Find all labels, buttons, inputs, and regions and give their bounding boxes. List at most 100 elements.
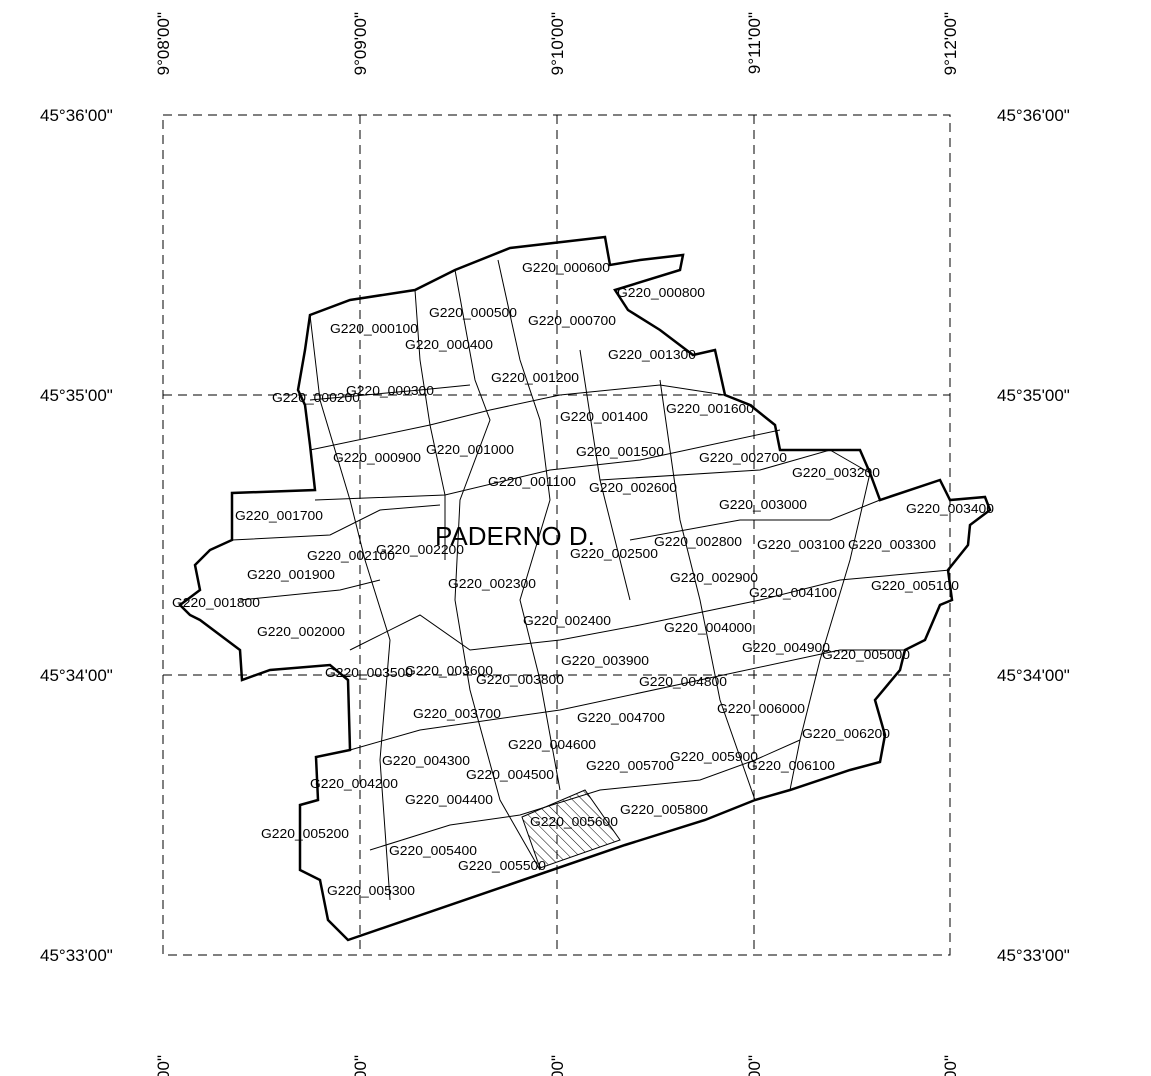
boundary [349,569,951,651]
boundary [349,649,905,751]
zone-label: G220_005700 [586,759,674,773]
longitude-label: 9°08'00" [154,1055,173,1076]
zone-boundaries [231,259,951,901]
zone-label: G220_004400 [405,793,493,807]
longitude-label: 9°11'00" [745,1055,764,1076]
zone-label: G220_004800 [639,675,727,689]
zone-label: G220_002500 [570,547,658,561]
longitude-label: 9°10'00" [548,1055,567,1076]
zone-label: G220_003400 [906,502,994,516]
zone-label: G220_000100 [330,322,418,336]
zone-label: G220_000800 [617,286,705,300]
zone-label: G220_003800 [476,673,564,687]
boundary [454,269,541,871]
zone-label: G220_004200 [310,777,398,791]
longitude-label: 9°08'00" [154,12,173,75]
zone-label: G220_001800 [172,596,260,610]
zone-label: G220_001900 [247,568,335,582]
zone-label: G220_003000 [719,498,807,512]
zone-label: G220_004700 [577,711,665,725]
zone-label: G220_005300 [327,884,415,898]
zone-label: G220_000600 [522,261,610,275]
zone-label: G220_004600 [508,738,596,752]
zone-label: G220_001600 [666,402,754,416]
zone-label: G220_006100 [747,759,835,773]
zone-label: G220_005100 [871,579,959,593]
boundary [309,314,391,901]
zone-label: G220_001100 [488,475,576,489]
boundary [599,449,871,481]
boundary [309,384,726,451]
zone-label: G220_001200 [491,371,579,385]
zone-label: G220_005500 [458,859,546,873]
zone-label: G220_002100 [307,549,395,563]
zone-label: G220_003300 [848,538,936,552]
zone-label: G220_002800 [654,535,742,549]
zone-label: G220_005000 [822,648,910,662]
longitude-label: 9°12'00" [941,12,960,75]
boundary [314,429,781,501]
zone-label: G220_002400 [523,614,611,628]
longitude-label: 9°10'00" [548,12,567,75]
grid [162,114,951,956]
zone-label: G220_002900 [670,571,758,585]
zone-label: G220_001500 [576,445,664,459]
zone-label: G220_004000 [664,621,752,635]
latitude-label: 45°36'00" [40,106,113,125]
boundary [579,349,631,601]
latitude-label: 45°34'00" [997,666,1070,685]
boundary [497,259,561,791]
zone-label: G220_001700 [235,509,323,523]
municipal-boundary [178,235,992,942]
boundary [789,472,871,791]
zone-label: G220_005600 [530,815,618,829]
zone-label: G220_000400 [405,338,493,352]
zone-label: G220_004300 [382,754,470,768]
zone-label: G220_003700 [413,707,501,721]
zone-label: G220_005400 [389,844,477,858]
zone-label: G220_005200 [261,827,349,841]
zone-label: G220_000200 [272,391,360,405]
hatched-zone [521,789,621,869]
boundary [629,499,881,541]
boundary [231,504,441,541]
zone-label: G220_002600 [589,481,677,495]
zone-label: G220_003600 [405,664,493,678]
zone-label: G220_004100 [749,586,837,600]
zone-label: G220_004900 [742,641,830,655]
zone-label: G220_002300 [448,577,536,591]
latitude-label: 45°35'00" [40,386,113,405]
latitude-label: 45°33'00" [40,946,113,965]
zone-label: G220_000700 [528,314,616,328]
zone-label: G220_003200 [792,466,880,480]
zone-label: G220_000500 [429,306,517,320]
zone-label: G220_002200 [376,543,464,557]
zone-label: G220_001400 [560,410,648,424]
boundary [239,579,381,601]
longitude-label: 9°11'00" [745,12,764,74]
longitude-label: 9°09'00" [351,12,370,75]
boundary [659,379,756,801]
longitude-label: 9°09'00" [351,1055,370,1076]
zone-label: G220_001300 [608,348,696,362]
longitude-label: 9°12'00" [941,1055,960,1076]
zone-label: G220_002700 [699,451,787,465]
zone-label: G220_003900 [561,654,649,668]
zone-label: G220_000900 [333,451,421,465]
zone-label: G220_000300 [346,384,434,398]
zone-label: G220_001000 [426,443,514,457]
boundary [414,289,446,560]
town-label: PADERNO D. [435,521,595,551]
zone-label: G220_004500 [466,768,554,782]
zone-label: G220_006200 [802,727,890,741]
latitude-label: 45°36'00" [997,106,1070,125]
zone-label: G220_005800 [620,803,708,817]
zone-label: G220_005900 [670,750,758,764]
zone-label: G220_002000 [257,625,345,639]
latitude-label: 45°33'00" [997,946,1070,965]
latitude-label: 45°34'00" [40,666,113,685]
boundary [309,384,471,401]
zone-label: G220_003500 [325,666,413,680]
boundary [369,739,801,851]
